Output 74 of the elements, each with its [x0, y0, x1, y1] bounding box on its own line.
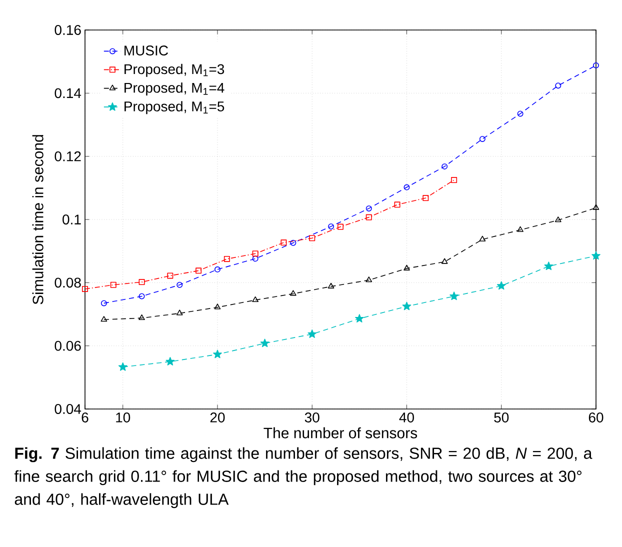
point	[555, 82, 562, 89]
point	[517, 226, 524, 232]
point	[100, 316, 108, 322]
point	[196, 268, 202, 274]
point	[214, 266, 220, 272]
y-tick-label: 0.06	[54, 340, 81, 351]
point	[554, 216, 562, 222]
point	[224, 256, 230, 262]
text: Fig. 7 Simulation time against the number of sensors, SNR = 20 dB, N = 200, a fine search grid 0.11° for MUSIC and the proposed method, two sources at 30° and 40°, half-wavelength ULA	[14, 447, 592, 508]
point	[252, 296, 259, 302]
x-tick-label: 6	[82, 412, 88, 422]
point	[166, 357, 175, 366]
point	[290, 240, 296, 246]
point	[451, 177, 458, 184]
legend-label: MUSIC	[124, 46, 168, 56]
x-tick-label: 40	[399, 412, 414, 422]
point	[309, 235, 316, 242]
point	[366, 205, 372, 212]
point	[422, 195, 429, 202]
x-tick-label: 50	[494, 412, 509, 422]
point	[337, 224, 344, 230]
point	[82, 286, 88, 292]
point	[213, 350, 222, 358]
point	[138, 314, 145, 320]
y-tick-label: 0.08	[54, 278, 81, 288]
point	[138, 279, 145, 286]
legend-label: Proposed, M$_{1}$=3	[124, 64, 224, 77]
point	[328, 282, 334, 288]
point	[496, 281, 506, 290]
point	[280, 240, 287, 246]
point	[404, 264, 410, 270]
x-tick-label: 20	[210, 412, 225, 422]
point	[260, 338, 270, 348]
point	[110, 282, 116, 288]
point	[308, 330, 317, 338]
point	[328, 223, 334, 230]
point	[450, 292, 458, 300]
point	[544, 262, 554, 270]
point	[404, 184, 410, 190]
point	[592, 62, 599, 68]
x-tick-label: 30	[304, 412, 320, 422]
point	[394, 202, 400, 208]
point	[252, 256, 258, 262]
point	[517, 110, 524, 117]
point	[138, 293, 145, 300]
point	[479, 236, 486, 242]
point	[366, 214, 372, 220]
point	[366, 276, 372, 282]
point	[479, 136, 486, 142]
point	[441, 258, 448, 264]
y-tick-label: 0.14	[54, 88, 82, 98]
x-tick-label: 10	[116, 412, 130, 422]
x-tick-label: 60	[588, 412, 604, 422]
point	[290, 290, 296, 296]
y-tick-label: 0.12	[54, 151, 81, 162]
point	[214, 304, 221, 310]
point	[355, 314, 364, 322]
point	[592, 251, 600, 260]
point	[176, 282, 183, 288]
point	[252, 250, 258, 257]
point	[100, 300, 107, 306]
y-tick-label: 0.16	[54, 25, 81, 35]
legend-label: Proposed, M$_{1}$=4	[124, 82, 224, 96]
point	[118, 362, 128, 371]
point	[402, 302, 412, 310]
point	[176, 310, 183, 316]
y-axis-title: Simulation time in second	[32, 135, 44, 304]
point	[592, 204, 600, 210]
y-tick-label: 0.04	[54, 404, 82, 414]
legend-label: Proposed, M$_{1}$=5	[124, 101, 224, 114]
y-tick-label: 0.1	[62, 214, 81, 224]
x-axis-title: The number of sensors	[264, 427, 418, 438]
point	[167, 272, 174, 279]
point	[442, 163, 448, 170]
